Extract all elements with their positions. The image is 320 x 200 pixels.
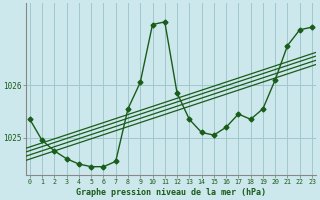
X-axis label: Graphe pression niveau de la mer (hPa): Graphe pression niveau de la mer (hPa) [76,188,266,197]
